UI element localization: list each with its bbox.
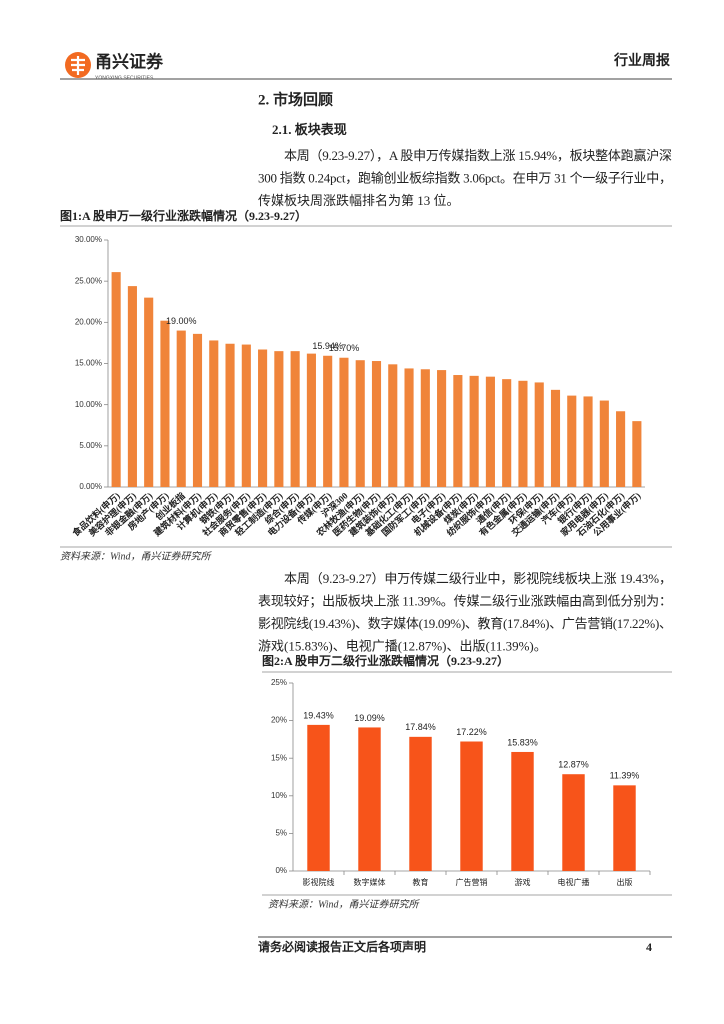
data-label: 15.70% (329, 343, 360, 353)
bar (160, 320, 170, 487)
paragraph-line: 本周（9.23-9.27）申万传媒二级行业中，影视院线板块上涨 19.43%， (284, 571, 672, 586)
bar (209, 340, 219, 487)
bar (111, 272, 121, 487)
report-type: 行业周报 (613, 52, 670, 69)
bar (613, 785, 636, 871)
bar (355, 360, 365, 487)
page-number: 4 (646, 940, 652, 954)
section-title: 2. 市场回顾 (258, 90, 333, 108)
y-tick-label: 5.00% (79, 441, 102, 450)
bar (460, 741, 483, 871)
paragraph-line: 表现较好；出版板块上涨 11.39%。传媒二级行业涨跌幅由高到低分别为： (258, 593, 672, 609)
brand: 甬兴证券 (95, 51, 164, 71)
y-tick-label: 30.00% (75, 235, 102, 244)
data-label: 17.84% (405, 722, 436, 732)
figure-title: 图2:A 股申万二级行业涨跌幅情况（9.23-9.27） (262, 653, 509, 668)
x-tick-label: 数字媒体 (354, 877, 386, 887)
figure-source: 资料来源：Wind，甬兴证券研究所 (268, 898, 421, 910)
bar (323, 355, 333, 487)
figure-title: 图1:A 股申万一级行业涨跌幅情况（9.23-9.27） (60, 208, 307, 223)
bar (409, 736, 432, 871)
bar (437, 370, 447, 487)
data-label: 19.09% (354, 713, 385, 723)
paragraph-line: 300 指数 0.24pct，跑输创业板综指数 3.06pct。在申万 31 个… (258, 170, 672, 185)
x-tick-label: 出版 (617, 877, 633, 887)
bar (225, 343, 235, 487)
data-label: 19.00% (166, 316, 197, 326)
bar (567, 395, 577, 487)
paragraph-line: 本周（9.23-9.27），A 股申万传媒指数上涨 15.94%，板块整体跑赢沪… (284, 148, 672, 163)
y-tick-label: 10% (271, 791, 287, 800)
bar (562, 774, 585, 871)
bar (511, 751, 534, 871)
logo (65, 52, 91, 78)
bar (371, 361, 382, 487)
data-label: 15.83% (507, 737, 538, 747)
bar (583, 396, 593, 487)
y-tick-label: 20% (271, 716, 287, 725)
bar (290, 351, 300, 487)
data-label: 11.39% (610, 771, 640, 781)
bar (358, 727, 381, 871)
bar (144, 297, 154, 487)
y-tick-label: 15.00% (75, 359, 102, 368)
bar (192, 333, 203, 487)
y-tick-label: 5% (275, 829, 287, 838)
bar (176, 330, 186, 487)
y-tick-label: 25.00% (75, 276, 102, 285)
bar (485, 376, 495, 487)
y-tick-label: 0% (275, 866, 287, 875)
bar (307, 724, 330, 871)
bar (518, 380, 528, 487)
bar (469, 375, 479, 487)
bar (599, 400, 609, 487)
x-tick-label: 广告营销 (456, 877, 488, 887)
bar (258, 349, 268, 487)
bar (404, 368, 414, 487)
x-tick-label: 影视院线 (303, 877, 335, 887)
y-tick-label: 10.00% (75, 400, 102, 409)
data-label: 19.43% (303, 710, 334, 720)
bar (550, 389, 561, 487)
bar (127, 286, 137, 487)
y-tick-label: 25% (271, 678, 287, 687)
bar (502, 379, 512, 487)
data-label: 12.87% (558, 760, 589, 770)
bar (420, 369, 430, 487)
data-label: 15.94% (312, 341, 343, 351)
bar (388, 364, 398, 487)
y-tick-label: 0.00% (79, 482, 102, 491)
bar (241, 344, 251, 487)
paragraph-line: 传媒板块周涨跌幅排名为第 13 位。 (258, 193, 460, 208)
bar (339, 357, 349, 487)
y-tick-label: 20.00% (75, 317, 102, 326)
brand-en: YONGXING SECURITIES (95, 75, 154, 81)
x-tick-label: 教育 (413, 877, 429, 887)
footer-disclaimer: 请务必阅读报告正文后各项声明 (258, 939, 426, 954)
logo-glyph (71, 56, 85, 75)
bar (306, 353, 316, 487)
bar (453, 375, 463, 487)
bar (632, 421, 642, 487)
bar (274, 351, 284, 487)
paragraph-line: 影视院线(19.43%)、数字媒体(19.09%)、教育(17.84%)、广告营… (258, 616, 672, 631)
figure-source: 资料来源：Wind，甬兴证券研究所 (60, 550, 213, 562)
bar (616, 411, 626, 487)
y-tick-label: 15% (271, 753, 287, 762)
data-label: 17.22% (456, 727, 487, 737)
subsection-title: 2.1. 板块表现 (272, 122, 347, 137)
x-tick-label: 游戏 (515, 877, 531, 887)
bar (534, 382, 544, 487)
paragraph-line: 游戏(15.83%)、电视广播(12.87%)、出版(11.39%)。 (258, 638, 547, 653)
x-tick-label: 电视广播 (558, 877, 590, 887)
